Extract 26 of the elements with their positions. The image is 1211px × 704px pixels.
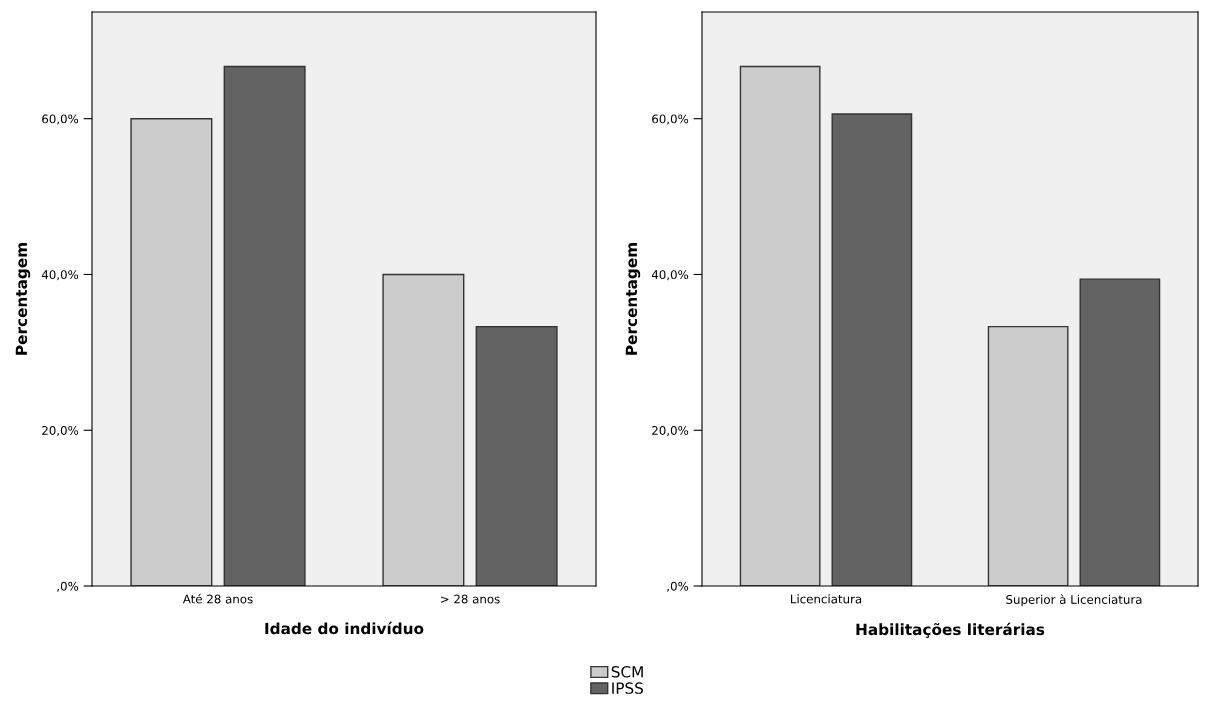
- bar: [382, 273, 465, 586]
- bar: [475, 325, 558, 586]
- bar: [223, 65, 306, 586]
- bar: [130, 118, 213, 586]
- legend-label: SCM: [611, 666, 643, 678]
- bar: [739, 65, 821, 586]
- y-tick-label: 60,0%: [652, 114, 689, 125]
- x-tick-label: Superior à Licenciatura: [1006, 594, 1142, 607]
- x-axis-title: Habilitações literárias: [856, 622, 1045, 638]
- bar: [987, 325, 1069, 586]
- y-tick-label: 40,0%: [651, 270, 689, 281]
- y-axis-title: Percentagem: [15, 243, 31, 355]
- y-tick-label: 40,0%: [41, 270, 79, 281]
- bar: [831, 113, 913, 586]
- x-tick-label: > 28 anos: [441, 594, 500, 604]
- y-tick-label: 20,0%: [652, 425, 689, 437]
- legend-label: IPSS: [612, 682, 644, 694]
- x-tick-label: Licenciatura: [791, 594, 862, 604]
- x-axis-title: Idade do indivíduo: [265, 621, 424, 635]
- x-tick-label: Até 28 anos: [182, 593, 253, 604]
- y-tick-label: 60,0%: [42, 114, 79, 125]
- y-tick-label: 20,0%: [42, 425, 79, 437]
- y-axis-title: Percentagem: [625, 243, 641, 355]
- y-tick-label: ,0%: [57, 581, 79, 592]
- y-tick-label: ,0%: [667, 581, 689, 592]
- bar: [1079, 278, 1161, 586]
